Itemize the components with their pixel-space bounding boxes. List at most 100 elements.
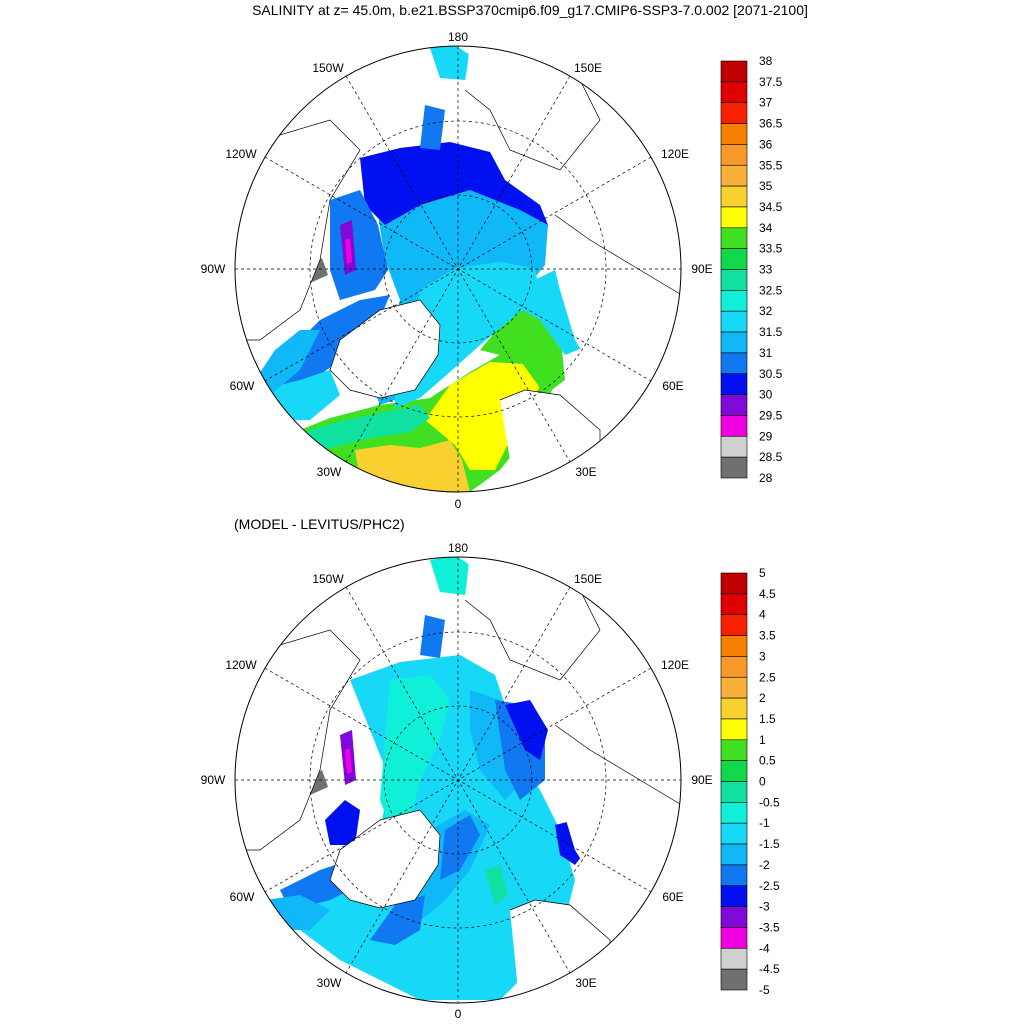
colorbar-swatch <box>720 290 748 312</box>
colorbar-tick-label: 3 <box>759 649 766 663</box>
salinity-field <box>235 46 681 492</box>
lon-label-0: 0 <box>455 497 462 511</box>
colorbar-tick-label: 5 <box>759 566 766 580</box>
lon-label-60e-b: 60E <box>662 890 683 904</box>
colorbar-swatch <box>720 123 748 145</box>
colorbar-tick-label: 0 <box>759 775 766 789</box>
colorbar-swatch <box>720 435 748 458</box>
difference-panel-title: (MODEL - LEVITUS/PHC2) <box>234 516 405 532</box>
colorbar-tick-label: 29.5 <box>759 408 783 422</box>
colorbar-swatch <box>720 822 748 845</box>
colorbar-swatch <box>720 227 748 249</box>
diff-hudson-minus3 <box>325 800 360 845</box>
lon-label-120w: 120W <box>225 147 257 161</box>
colorbar-swatch <box>720 331 748 354</box>
colorbar-swatch <box>720 968 748 991</box>
colorbar-swatch <box>720 310 748 333</box>
salinity-difference-map: 180 0 150W 150E 120W 120E 90W 90E 60W 60… <box>201 541 713 1021</box>
lon-label-120e: 120E <box>661 147 689 161</box>
difference-field <box>235 557 681 1003</box>
difference-colorbar: 5 4.5 4 3.5 3 2.5 2 1.5 1 0.5 0 -0.5 -1 -1.5 -2 -2.5 -3 -… <box>720 566 780 997</box>
bering-salinity-32 <box>430 46 470 80</box>
colorbar-swatch <box>720 206 748 229</box>
atlantic-salinity-33 <box>300 405 430 450</box>
colorbar-swatch <box>720 656 748 678</box>
colorbar-tick-label: 36 <box>759 137 773 151</box>
colorbar-swatch <box>720 760 748 782</box>
canadian-archipelago-salinity-31 <box>330 190 388 300</box>
diff-archipelago-minus35 <box>345 748 352 774</box>
colorbar-tick-label: 38 <box>759 54 773 68</box>
colorbar-tick-label: 34 <box>759 221 773 235</box>
colorbar-tick-label: 33.5 <box>759 242 783 256</box>
baffin-salinity-31 <box>255 330 320 395</box>
colorbar-swatch <box>720 593 748 615</box>
lon-label-150e-b: 150E <box>574 572 602 586</box>
colorbar-swatch <box>720 164 748 187</box>
colorbar-tick-label: 31 <box>759 346 773 360</box>
colorbar-swatch <box>720 185 748 208</box>
atlantic-salinity-345 <box>425 362 545 470</box>
colorbar-tick-label: -4.5 <box>759 962 780 976</box>
lon-label-30w-b: 30W <box>317 976 342 990</box>
diff-atlantic-minus2 <box>440 815 480 880</box>
colorbar-swatch <box>720 697 748 720</box>
colorbar-tick-label: 1.5 <box>759 712 776 726</box>
colorbar-tick-label: 32 <box>759 304 773 318</box>
colorbar-swatch <box>720 102 748 124</box>
lon-label-90w: 90W <box>201 262 226 276</box>
greenland-land <box>330 300 440 398</box>
colorbar-swatch <box>720 572 748 595</box>
colorbar-tick-label: 28 <box>759 471 773 485</box>
salinity-map: 180 0 150W 150E 120W 120E 90W 90E 60W 60… <box>201 30 713 511</box>
map-boundary-2 <box>234 556 682 1004</box>
colorbar-tick-label: 4.5 <box>759 587 776 601</box>
colorbar-swatch <box>720 885 748 907</box>
colorbar-tick-label: 4 <box>759 608 766 622</box>
colorbar-tick-label: -5 <box>759 983 770 997</box>
colorbar-swatch <box>720 843 748 866</box>
lon-label-180-b: 180 <box>448 541 468 555</box>
colorbar-swatch <box>720 81 748 103</box>
colorbar-tick-label: 1 <box>759 733 766 747</box>
graticule-2 <box>235 557 681 1003</box>
map-boundary <box>234 45 682 493</box>
colorbar-swatch <box>720 739 748 761</box>
colorbar-tick-label: 33 <box>759 263 773 277</box>
lon-label-180: 180 <box>448 30 468 44</box>
colorbar-tick-label: 3.5 <box>759 629 776 643</box>
lon-label-30e-b: 30E <box>575 976 596 990</box>
greenland-land-2 <box>330 810 440 908</box>
colorbar-swatch <box>720 614 748 636</box>
colorbar-swatch <box>720 60 748 83</box>
diff-chukchi-minus2 <box>420 615 445 658</box>
canada-land <box>235 120 360 340</box>
colorbar-swatch <box>720 802 748 824</box>
scandinavia-land-2 <box>510 900 610 1003</box>
lon-label-150w: 150W <box>312 61 344 75</box>
colorbar-tick-label: -1.5 <box>759 837 780 851</box>
colorbar-swatch <box>720 906 748 928</box>
beaufort-salinity-305 <box>360 142 548 225</box>
lon-label-60w: 60W <box>230 379 255 393</box>
lon-label-120e-b: 120E <box>661 658 689 672</box>
colorbar-tick-label: 28.5 <box>759 450 783 464</box>
colorbar-tick-label: 2 <box>759 691 766 705</box>
diff-minus05-tongue <box>395 688 440 725</box>
siberia-land-2 <box>550 725 681 910</box>
colorbar-swatch <box>720 864 748 887</box>
colorbar-tick-label: 34.5 <box>759 200 783 214</box>
colorbar-tick-label: -2.5 <box>759 879 780 893</box>
colorbar-tick-label: 30.5 <box>759 367 783 381</box>
figure-title: SALINITY at z= 45.0m, b.e21.BSSP370cmip6… <box>252 2 808 18</box>
colorbar-tick-label: 36.5 <box>759 117 783 131</box>
canada-land-2 <box>235 630 360 850</box>
colorbar-swatch <box>720 718 748 741</box>
lon-label-150e: 150E <box>574 61 602 75</box>
colorbar-tick-label: 35.5 <box>759 158 783 172</box>
colorbar-swatch <box>720 352 748 375</box>
salinity-colorbar: 38 37.5 37 36.5 36 35.5 35 34.5 34 33.5 33 32.5 32 31… <box>720 54 783 485</box>
siberia-land <box>550 215 681 400</box>
lon-label-60e: 60E <box>662 379 683 393</box>
diff-greenland-minus25 <box>370 895 425 945</box>
